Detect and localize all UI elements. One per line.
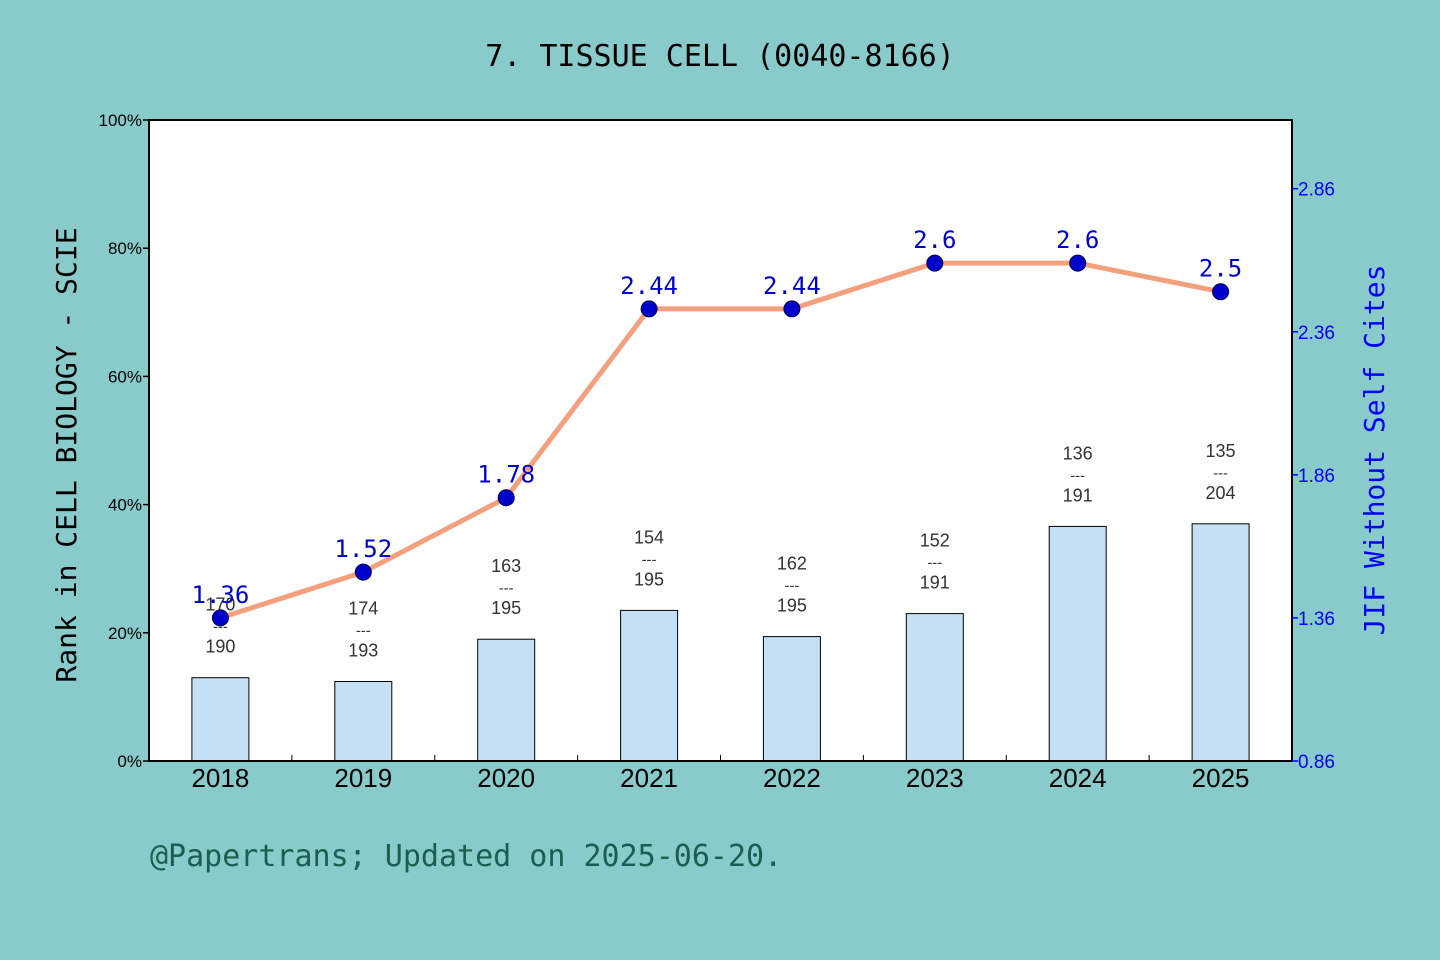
chart-title: 7. TISSUE CELL (0040-8166) — [485, 39, 955, 74]
right-tick-label-2: 1.86 — [1298, 466, 1335, 487]
jif-label-2019: 1.52 — [334, 535, 392, 563]
right-tick-label-1: 1.36 — [1298, 609, 1335, 630]
jif-point-2018 — [211, 609, 229, 627]
jif-label-2023: 2.6 — [913, 226, 956, 254]
rank-label-2024: 136 — [1063, 443, 1093, 463]
footer-credit: @Papertrans; Updated on 2025-06-20. — [150, 839, 782, 874]
rank-bar-2023 — [905, 613, 964, 762]
rank-separator-2019: --- — [356, 623, 371, 640]
rank-total-2018: 190 — [205, 637, 235, 657]
jif-label-2018: 1.36 — [192, 581, 250, 609]
rank-separator-2021: --- — [642, 551, 657, 568]
jif-line-layer — [211, 254, 1230, 627]
left-tick-label-3: 60% — [108, 367, 142, 386]
x-tick-label-2024: 2024 — [1049, 763, 1107, 793]
rank-total-2022: 195 — [777, 596, 807, 616]
x-tick-label-2020: 2020 — [477, 763, 535, 793]
rank-total-2020: 195 — [491, 598, 521, 618]
jif-label-2024: 2.6 — [1056, 226, 1099, 254]
jif-line — [217, 260, 1224, 621]
rank-bar-2024 — [1048, 525, 1107, 762]
bars-layer — [191, 523, 1250, 762]
left-tick-label-2: 40% — [108, 496, 142, 515]
axes-layer: 0% 20% 40% 60% 80% 100% 0.86 1.36 1.86 2.36 2.86 20… — [99, 111, 1335, 793]
x-tick-label-2025: 2025 — [1192, 763, 1250, 793]
x-tick-label-2018: 2018 — [191, 763, 249, 793]
rank-total-2023: 191 — [920, 573, 950, 593]
left-tick-label-1: 20% — [108, 624, 142, 643]
jif-point-2024 — [1069, 254, 1087, 272]
jif-label-2021: 2.44 — [620, 272, 678, 300]
rank-bar-2021 — [620, 609, 679, 762]
rank-total-2021: 195 — [634, 569, 664, 589]
jif-point-2025 — [1212, 283, 1230, 301]
rank-bar-2025 — [1191, 523, 1250, 762]
rank-separator-2025: --- — [1213, 465, 1228, 482]
jif-point-2023 — [926, 254, 944, 272]
left-tick-label-4: 80% — [108, 239, 142, 258]
x-tick-label-2022: 2022 — [763, 763, 821, 793]
rank-label-2020: 163 — [491, 556, 521, 576]
jif-label-2025: 2.5 — [1199, 255, 1242, 283]
rank-total-2019: 193 — [348, 641, 378, 661]
plot-area — [149, 120, 1292, 761]
right-tick-label-3: 2.36 — [1298, 323, 1335, 344]
rank-separator-2022: --- — [784, 578, 799, 595]
rank-label-2019: 174 — [348, 599, 378, 619]
rank-total-2025: 204 — [1206, 483, 1236, 503]
rank-bar-2020 — [477, 638, 536, 762]
rank-separator-2020: --- — [499, 580, 514, 597]
jif-point-2019 — [354, 563, 372, 581]
x-tick-label-2023: 2023 — [906, 763, 964, 793]
rank-total-2024: 191 — [1063, 485, 1093, 505]
right-tick-label-0: 0.86 — [1298, 752, 1335, 773]
rank-bar-2019 — [334, 681, 393, 762]
jif-label-2022: 2.44 — [763, 272, 821, 300]
rank-separator-2018: --- — [213, 619, 228, 636]
rank-label-2022: 162 — [777, 554, 807, 574]
rank-label-2023: 152 — [920, 531, 950, 551]
rank-label-2025: 135 — [1206, 441, 1236, 461]
x-tick-label-2019: 2019 — [334, 763, 392, 793]
rank-label-2018: 170 — [205, 595, 235, 615]
labels-layer: 170---190174---193163---195154---195162-… — [192, 226, 1243, 660]
rank-bar-2022 — [762, 636, 821, 762]
rank-bar-2018 — [191, 677, 250, 762]
jif-point-2020 — [497, 489, 515, 507]
rank-label-2021: 154 — [634, 527, 664, 547]
left-tick-label-0: 0% — [117, 752, 142, 771]
jif-point-2022 — [783, 300, 801, 318]
right-axis-label: JIF Without Self Cites — [1358, 265, 1391, 636]
left-axis-label: Rank in CELL BIOLOGY - SCIE — [50, 227, 83, 682]
left-tick-label-5: 100% — [99, 111, 142, 130]
right-tick-label-4: 2.86 — [1298, 180, 1335, 201]
jif-point-2021 — [640, 300, 658, 318]
jif-label-2020: 1.78 — [477, 461, 535, 489]
rank-separator-2024: --- — [1070, 467, 1085, 484]
x-tick-label-2021: 2021 — [620, 763, 678, 793]
rank-separator-2023: --- — [927, 555, 942, 572]
